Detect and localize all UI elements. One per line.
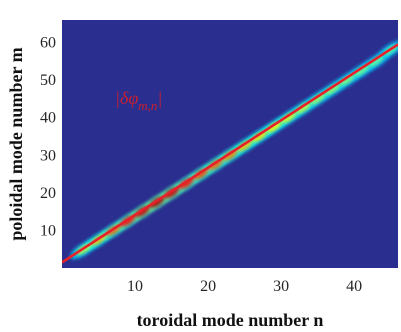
ridge-point: [280, 111, 297, 124]
fit-line: [62, 43, 398, 264]
x-tick-label: 10: [127, 278, 143, 295]
ridge-point: [368, 55, 384, 68]
ridge-point: [353, 65, 370, 77]
y-tick-label: 50: [40, 72, 56, 89]
ridge-point: [251, 130, 268, 143]
y-tick-label: 40: [40, 110, 56, 127]
ridge-point: [236, 140, 253, 152]
x-axis-ticks: 10 20 30 40: [127, 278, 362, 295]
x-tick-label: 40: [346, 278, 362, 295]
annotation-subscript: m,n: [138, 98, 157, 113]
ridge-point: [309, 93, 326, 105]
ridge-point: [266, 121, 282, 133]
ridge-point: [222, 149, 238, 161]
x-axis-label: toroidal mode number n: [137, 310, 324, 330]
ridge-point: [339, 74, 355, 86]
annotation-close: |: [157, 88, 162, 108]
amplitude-annotation: |δφm,n|: [115, 88, 162, 113]
x-tick-label: 30: [273, 278, 289, 295]
x-tick-label: 20: [200, 278, 216, 295]
ridge-point: [295, 102, 311, 115]
y-tick-label: 60: [40, 35, 56, 52]
y-tick-label: 30: [40, 147, 56, 164]
y-tick-label: 20: [40, 185, 56, 202]
y-axis-label: poloidal mode number m: [6, 47, 26, 240]
annotation-main: |δφ: [115, 88, 138, 108]
ridge-point: [324, 83, 341, 96]
y-axis-ticks: 10 20 30 40 50 60: [40, 35, 56, 240]
y-tick-label: 10: [40, 222, 56, 239]
